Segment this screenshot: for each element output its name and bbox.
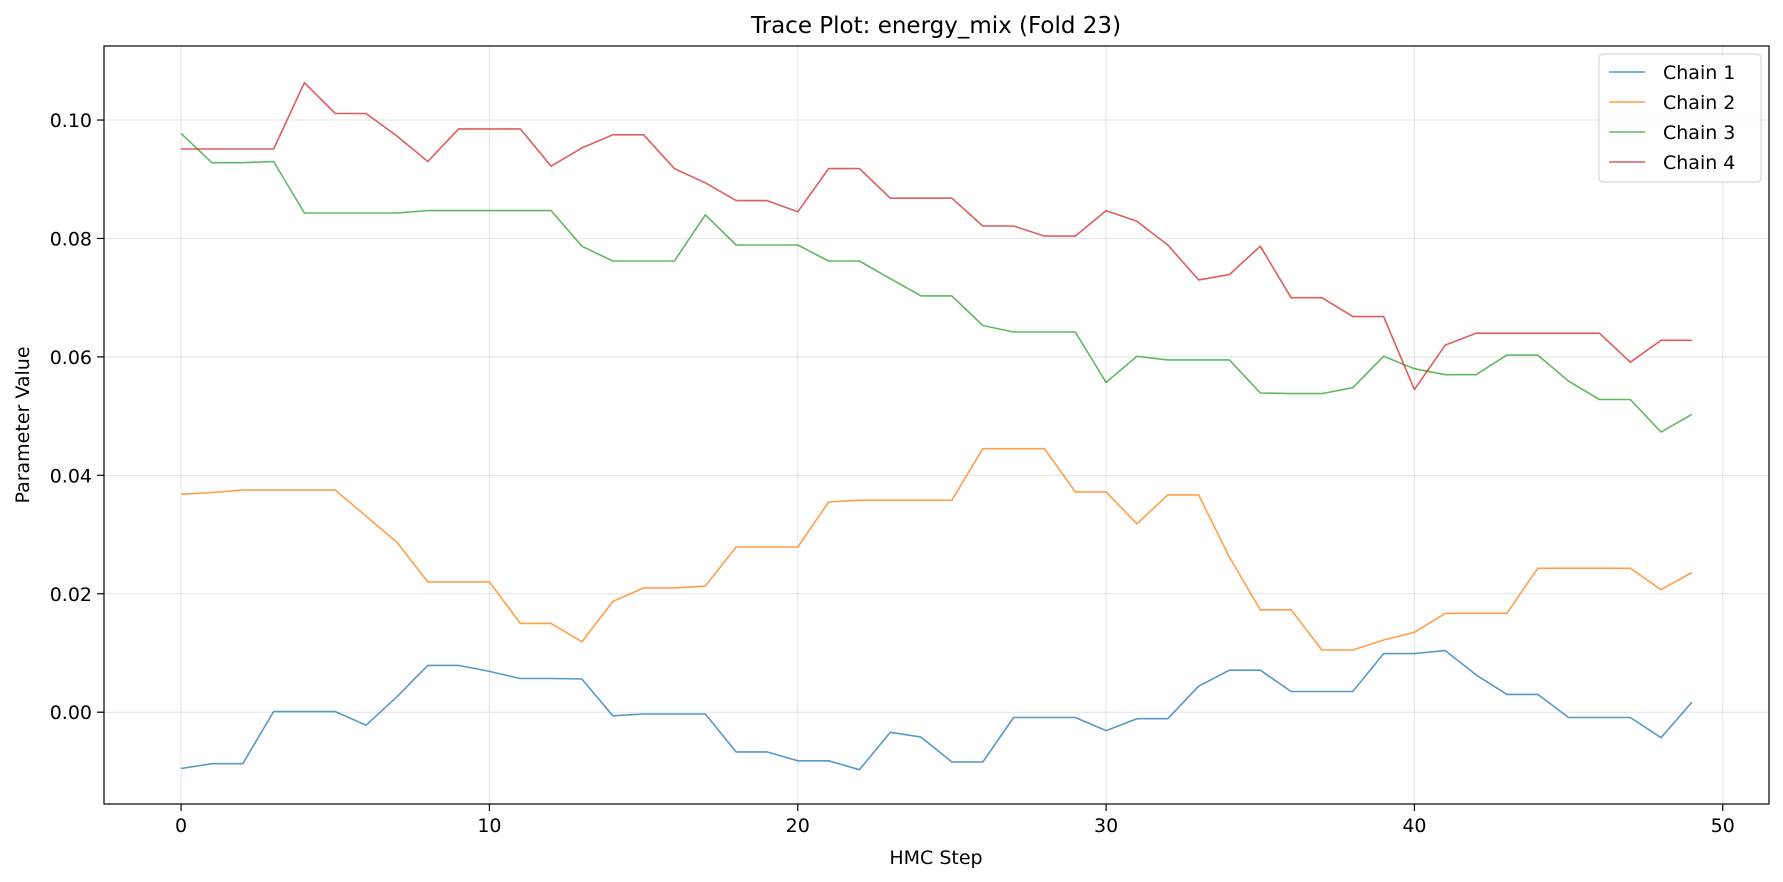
y-tick-label: 0.02 — [50, 584, 92, 606]
series-line-chain-3 — [180, 133, 1693, 433]
y-tick-label: 0.08 — [50, 228, 92, 250]
plot-frame — [103, 45, 1770, 805]
y-tick-label: 0.10 — [50, 110, 92, 132]
series-line-chain-2 — [181, 447, 1693, 651]
x-tick-label: 40 — [1402, 815, 1426, 837]
x-tick-label: 0 — [175, 815, 187, 837]
legend-box — [1598, 53, 1762, 183]
x-tick-label: 50 — [1711, 815, 1735, 837]
axis-ticks: 0 10 20 30 40 50 0.00 0.02 0.04 0.06 0.08 0.10 — [50, 110, 1735, 837]
series-line-chain-1 — [180, 649, 1693, 771]
x-tick-label: 20 — [786, 815, 810, 837]
chart-title: Trace Plot: energy_mix (Fold 23) — [750, 13, 1121, 39]
series-line-chain-4 — [181, 81, 1692, 391]
legend-label: Chain 1 — [1663, 62, 1735, 84]
x-tick-label: 10 — [477, 815, 501, 837]
y-tick-label: 0.06 — [50, 347, 92, 369]
legend-label: Chain 4 — [1663, 152, 1735, 174]
legend-label: Chain 2 — [1663, 92, 1735, 114]
y-tick-label: 0.00 — [50, 702, 92, 724]
x-axis-label: HMC Step — [889, 847, 982, 869]
y-axis-label: Parameter Value — [12, 346, 34, 503]
series-lines — [180, 81, 1693, 771]
y-tick-label: 0.04 — [50, 465, 92, 487]
legend-label: Chain 3 — [1663, 122, 1735, 144]
x-tick-label: 30 — [1094, 815, 1118, 837]
legend: Chain 1 Chain 2 Chain 3 Chain 4 — [1598, 53, 1762, 183]
